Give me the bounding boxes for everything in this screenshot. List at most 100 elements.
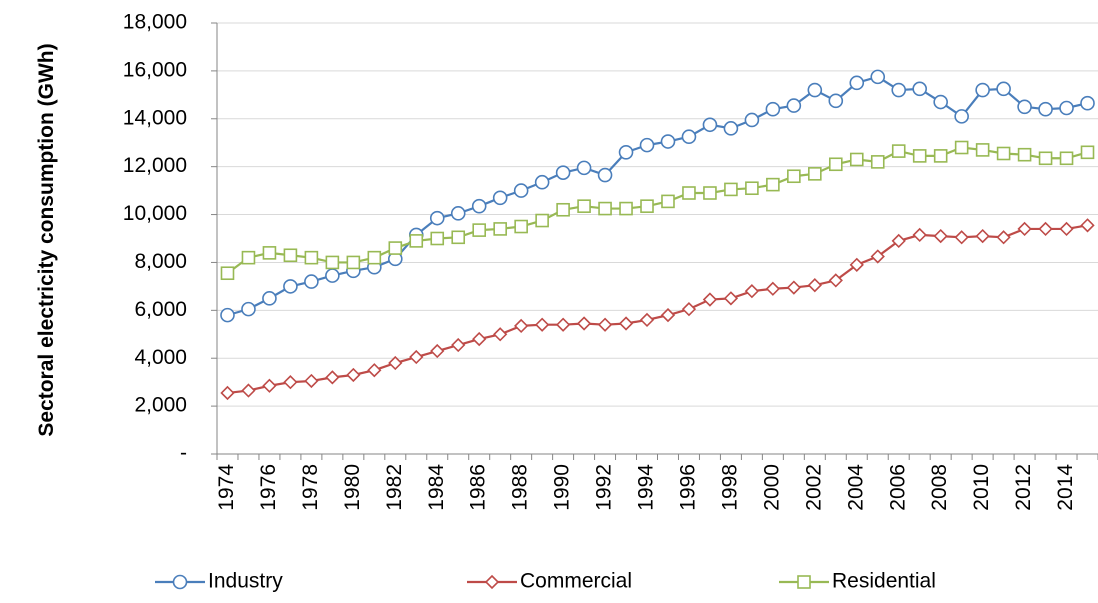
x-tick-label: 1982 bbox=[383, 464, 406, 511]
x-tick-label: 1986 bbox=[467, 464, 490, 511]
data-point bbox=[744, 284, 760, 299]
data-point bbox=[639, 312, 655, 328]
data-point bbox=[1017, 221, 1032, 237]
data-point bbox=[493, 222, 507, 236]
data-point bbox=[1080, 95, 1095, 111]
x-tick-label: 1984 bbox=[425, 464, 448, 511]
data-point bbox=[1017, 99, 1032, 115]
data-point bbox=[1080, 218, 1095, 233]
data-point bbox=[283, 375, 298, 390]
data-point bbox=[1017, 147, 1032, 162]
data-point bbox=[891, 82, 907, 98]
data-point bbox=[954, 140, 969, 155]
legend-item: Commercial bbox=[467, 570, 632, 593]
x-tick-label: 1974 bbox=[215, 464, 238, 511]
x-tick-label: 1992 bbox=[593, 464, 616, 511]
data-point bbox=[912, 149, 927, 163]
data-point bbox=[912, 81, 928, 97]
data-point bbox=[283, 248, 298, 263]
data-point bbox=[555, 317, 571, 332]
x-tick-label: 2008 bbox=[928, 464, 951, 511]
data-point bbox=[430, 343, 445, 359]
data-point bbox=[493, 327, 508, 342]
data-point bbox=[702, 292, 718, 307]
x-tick-label: 1980 bbox=[341, 464, 364, 511]
data-point bbox=[388, 355, 403, 371]
data-point bbox=[262, 378, 277, 393]
data-point bbox=[597, 167, 613, 183]
data-point bbox=[724, 182, 738, 197]
data-point bbox=[346, 255, 361, 270]
data-point bbox=[367, 250, 382, 265]
data-point bbox=[241, 383, 256, 398]
data-point bbox=[325, 268, 340, 283]
data-point bbox=[534, 174, 550, 190]
data-point bbox=[975, 143, 990, 157]
data-point bbox=[514, 318, 529, 334]
data-point bbox=[766, 177, 780, 192]
data-point bbox=[849, 75, 865, 91]
y-tick-label: 14,000 bbox=[123, 106, 187, 129]
data-point bbox=[598, 201, 612, 216]
x-tick-label: 2012 bbox=[1012, 464, 1035, 511]
data-point bbox=[681, 129, 697, 145]
data-point bbox=[828, 157, 843, 172]
x-tick-label: 1976 bbox=[257, 464, 280, 511]
data-point bbox=[891, 233, 906, 249]
data-point bbox=[996, 81, 1011, 97]
x-tick-label: 2006 bbox=[886, 464, 909, 511]
y-tick-label: 8,000 bbox=[134, 250, 187, 273]
x-tick-label: 1990 bbox=[551, 464, 574, 511]
data-point bbox=[661, 194, 675, 209]
x-tick-label: 1996 bbox=[677, 464, 700, 511]
legend-item: Residential bbox=[779, 570, 936, 593]
data-point bbox=[492, 190, 508, 206]
data-point bbox=[514, 219, 528, 234]
legend-label: Commercial bbox=[520, 570, 632, 593]
data-point bbox=[1038, 151, 1053, 166]
data-point bbox=[996, 146, 1011, 161]
data-point bbox=[472, 223, 487, 237]
data-point bbox=[262, 246, 277, 260]
data-point bbox=[430, 231, 445, 246]
data-point bbox=[933, 228, 948, 244]
series-line bbox=[227, 224, 1088, 395]
legend-marker bbox=[172, 574, 188, 590]
data-point bbox=[220, 307, 235, 323]
data-point bbox=[870, 69, 886, 85]
data-point bbox=[954, 109, 969, 124]
data-point bbox=[241, 250, 256, 265]
data-point bbox=[619, 201, 633, 216]
data-point bbox=[429, 210, 445, 226]
data-point bbox=[1080, 145, 1095, 160]
data-point bbox=[681, 302, 697, 317]
data-point bbox=[576, 160, 592, 176]
x-tick-label: 1994 bbox=[635, 464, 658, 511]
data-point bbox=[325, 370, 340, 385]
data-point bbox=[912, 227, 927, 243]
y-tick-label: 10,000 bbox=[123, 202, 187, 225]
data-point bbox=[409, 349, 424, 365]
data-point bbox=[1059, 221, 1074, 237]
data-point bbox=[535, 213, 549, 228]
data-point bbox=[786, 280, 801, 295]
data-point bbox=[388, 241, 403, 255]
data-point bbox=[787, 169, 801, 184]
data-point bbox=[723, 121, 739, 136]
x-tick-label: 2004 bbox=[844, 464, 867, 511]
data-point bbox=[807, 82, 823, 98]
data-point bbox=[996, 230, 1011, 245]
data-point bbox=[640, 199, 654, 213]
data-point bbox=[828, 93, 844, 109]
data-point bbox=[555, 165, 571, 180]
data-point bbox=[682, 186, 696, 200]
data-point bbox=[451, 337, 466, 353]
data-point bbox=[745, 181, 759, 196]
data-point bbox=[304, 250, 319, 265]
y-tick-label: 6,000 bbox=[134, 298, 187, 321]
data-point bbox=[723, 291, 739, 306]
data-point bbox=[283, 279, 298, 294]
data-point bbox=[1038, 101, 1053, 117]
data-point bbox=[325, 255, 340, 270]
